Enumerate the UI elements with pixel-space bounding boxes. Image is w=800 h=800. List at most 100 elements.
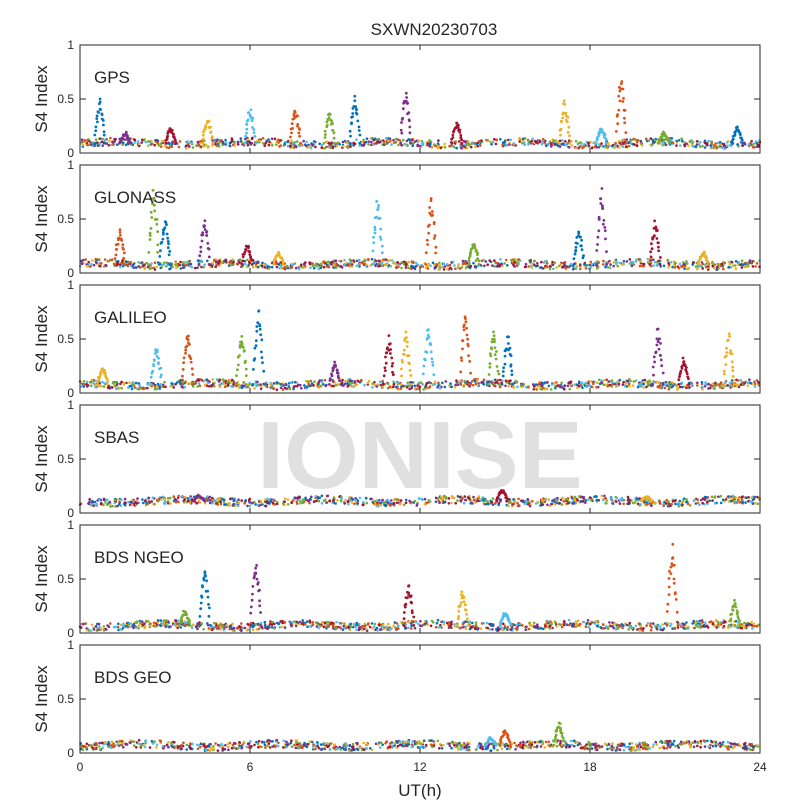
data-point — [676, 502, 680, 505]
data-point — [696, 501, 700, 505]
data-point — [349, 134, 352, 138]
data-point — [135, 387, 139, 390]
data-point — [258, 323, 261, 326]
spike-event — [272, 251, 285, 266]
data-point — [708, 499, 711, 503]
data-point — [654, 350, 658, 354]
data-point — [254, 344, 258, 347]
data-point — [257, 383, 260, 387]
data-point — [143, 266, 147, 269]
data-point — [463, 379, 466, 383]
data-point — [681, 139, 684, 143]
data-point — [236, 504, 240, 508]
data-point — [645, 502, 649, 506]
data-point — [334, 365, 338, 368]
data-point — [431, 261, 435, 265]
data-point — [430, 146, 434, 149]
data-point — [241, 346, 245, 349]
data-point — [385, 136, 388, 140]
data-point — [203, 224, 206, 228]
data-point — [581, 256, 585, 260]
data-point — [238, 258, 242, 261]
data-point — [342, 384, 345, 387]
data-point — [566, 384, 570, 388]
data-point — [509, 138, 512, 142]
data-point — [685, 267, 688, 271]
data-point — [122, 263, 126, 266]
data-point — [568, 381, 572, 385]
data-point — [626, 495, 630, 499]
data-point — [232, 263, 235, 266]
data-point — [307, 145, 311, 148]
data-point — [377, 264, 381, 268]
data-point — [169, 502, 172, 505]
data-point — [631, 501, 635, 505]
data-point — [754, 501, 757, 505]
data-point — [604, 141, 608, 145]
data-point — [518, 140, 521, 143]
data-point — [582, 143, 586, 146]
data-point — [315, 265, 319, 268]
data-point — [118, 231, 122, 234]
data-point — [602, 219, 606, 222]
data-point — [354, 105, 358, 109]
data-point — [590, 146, 594, 150]
data-point — [339, 259, 343, 263]
data-point — [380, 244, 384, 248]
data-point — [184, 351, 187, 355]
data-point — [291, 263, 295, 267]
data-point — [358, 258, 361, 262]
data-point — [122, 256, 126, 260]
data-point — [325, 120, 329, 124]
data-point — [90, 503, 93, 506]
data-point — [351, 115, 354, 119]
data-point — [232, 502, 235, 506]
data-point — [170, 143, 174, 146]
data-point — [412, 142, 415, 145]
data-point — [605, 502, 608, 505]
data-point — [203, 219, 207, 223]
data-point — [405, 101, 409, 105]
data-point — [218, 259, 221, 263]
data-point — [279, 261, 282, 264]
data-point — [141, 387, 145, 391]
data-point — [317, 267, 321, 271]
data-point — [159, 249, 162, 253]
data-point — [712, 144, 716, 147]
data-point — [361, 140, 364, 144]
data-point — [283, 142, 287, 146]
data-point — [217, 145, 221, 148]
data-point — [418, 144, 422, 148]
data-point — [543, 388, 547, 391]
data-point — [501, 379, 504, 383]
data-point — [118, 263, 122, 266]
data-point — [259, 333, 263, 337]
data-point — [153, 199, 156, 202]
data-point — [281, 263, 285, 266]
data-point — [656, 229, 659, 232]
data-point — [186, 497, 189, 500]
data-point — [309, 266, 312, 270]
data-point — [90, 259, 94, 262]
data-point — [89, 143, 93, 146]
data-point — [490, 346, 493, 350]
data-point — [639, 503, 643, 506]
data-point — [140, 138, 144, 142]
data-point — [327, 265, 331, 269]
data-point — [103, 141, 107, 145]
data-point — [211, 497, 214, 500]
data-point — [543, 382, 546, 385]
data-point — [94, 257, 98, 261]
data-point — [166, 240, 170, 243]
data-point — [677, 504, 681, 508]
data-point — [508, 379, 512, 383]
data-point — [308, 262, 312, 266]
data-point — [594, 141, 598, 145]
data-point — [163, 380, 166, 384]
data-point — [223, 385, 227, 389]
data-point — [532, 259, 536, 263]
data-point — [225, 503, 228, 506]
data-point — [189, 360, 193, 364]
data-point — [206, 241, 210, 245]
data-point — [99, 502, 103, 506]
